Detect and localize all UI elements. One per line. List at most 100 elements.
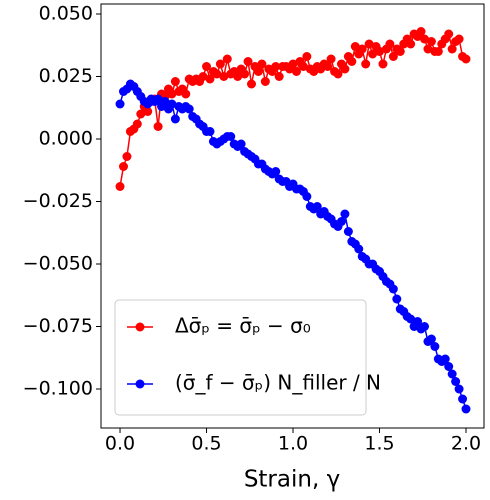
- point: [388, 284, 398, 294]
- point: [378, 59, 388, 69]
- point: [118, 162, 128, 171]
- point: [247, 79, 257, 89]
- x-tick-label: 1.5: [364, 433, 394, 455]
- plot-frame: [100, 3, 485, 429]
- point: [257, 59, 267, 69]
- point: [388, 52, 398, 61]
- point: [447, 369, 457, 379]
- y-tick-label: 0.050: [39, 3, 93, 25]
- point: [312, 202, 322, 211]
- point: [461, 404, 471, 414]
- point: [160, 97, 170, 106]
- point: [298, 62, 308, 71]
- point: [170, 114, 180, 124]
- y-tick-label: 0.000: [39, 128, 93, 150]
- point: [198, 72, 208, 81]
- point: [170, 77, 180, 86]
- point: [215, 59, 225, 69]
- point: [454, 34, 464, 44]
- point: [271, 167, 281, 176]
- point: [368, 49, 378, 59]
- point: [184, 104, 194, 114]
- point: [406, 39, 416, 49]
- point: [444, 362, 454, 371]
- point: [212, 69, 222, 79]
- point: [240, 69, 250, 79]
- point: [423, 44, 433, 54]
- point: [271, 62, 281, 71]
- point: [323, 62, 333, 71]
- point: [222, 54, 232, 64]
- y-tick-label: −0.100: [23, 378, 93, 400]
- point: [392, 294, 402, 304]
- x-tick-label: 2.0: [451, 433, 481, 455]
- point: [226, 132, 236, 141]
- point: [333, 69, 343, 79]
- point: [233, 72, 243, 81]
- point: [274, 72, 284, 81]
- point: [354, 244, 364, 254]
- point: [395, 47, 405, 56]
- y-tick-label: −0.075: [23, 315, 93, 337]
- point: [461, 54, 471, 64]
- point: [205, 127, 215, 136]
- point: [440, 354, 450, 364]
- point: [419, 34, 429, 44]
- point: [451, 377, 461, 386]
- point: [357, 44, 367, 54]
- legend-label: (σ̄_f − σ̄ₚ) N_filler / N: [175, 371, 381, 395]
- y-tick-label: −0.050: [23, 253, 93, 275]
- point: [433, 47, 443, 56]
- point: [326, 54, 336, 64]
- point: [458, 394, 468, 404]
- point: [426, 37, 436, 46]
- point: [444, 29, 454, 39]
- point: [219, 72, 229, 81]
- point: [447, 44, 457, 54]
- point: [375, 47, 385, 56]
- point: [454, 384, 464, 394]
- point: [143, 107, 153, 116]
- legend-marker: [135, 322, 145, 332]
- x-axis-label: Strain, γ: [244, 467, 340, 493]
- point: [361, 59, 371, 69]
- x-tick-label: 0.0: [105, 433, 135, 455]
- point: [364, 39, 374, 49]
- point: [406, 314, 416, 324]
- point: [260, 77, 270, 86]
- point: [350, 42, 360, 51]
- point: [236, 139, 246, 149]
- point: [347, 57, 357, 66]
- point: [115, 99, 125, 109]
- x-tick-label: 0.5: [191, 433, 221, 455]
- point: [202, 62, 212, 71]
- point: [291, 67, 301, 76]
- point: [336, 217, 346, 226]
- point: [132, 119, 142, 129]
- point: [288, 59, 298, 69]
- point: [167, 99, 177, 109]
- point: [181, 89, 191, 99]
- point: [302, 192, 312, 201]
- legend-box: [114, 299, 367, 416]
- legend-label: Δσ̄ₚ = σ̄ₚ − σ₀: [175, 314, 311, 338]
- point: [419, 322, 429, 331]
- legend-marker: [135, 379, 145, 389]
- point: [343, 227, 353, 236]
- point: [413, 317, 423, 326]
- point: [153, 122, 163, 131]
- point: [302, 52, 312, 61]
- point: [115, 182, 125, 191]
- point: [385, 39, 395, 49]
- point: [340, 64, 350, 74]
- point: [153, 94, 163, 104]
- point: [122, 152, 132, 161]
- point: [167, 89, 177, 99]
- point: [416, 27, 426, 36]
- point: [136, 109, 146, 119]
- point: [243, 57, 253, 66]
- point: [426, 334, 436, 344]
- point: [430, 342, 440, 351]
- point: [340, 209, 350, 219]
